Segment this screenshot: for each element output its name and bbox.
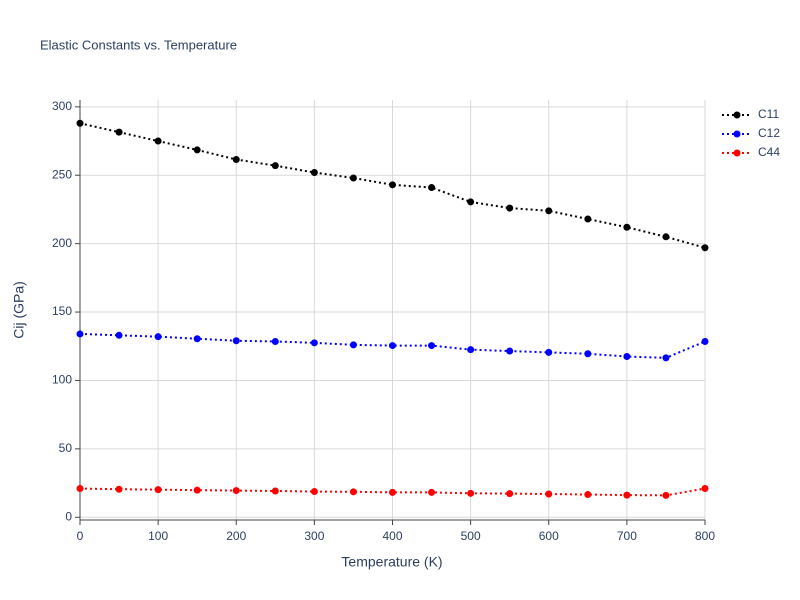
series-line <box>79 487 706 497</box>
marker <box>506 347 514 355</box>
marker <box>701 337 709 345</box>
marker <box>467 346 475 354</box>
marker <box>76 485 84 493</box>
y-tick-label: 50 <box>59 441 73 455</box>
x-tick-label: 300 <box>304 529 324 543</box>
legend-marker <box>733 149 741 157</box>
marker <box>701 244 709 252</box>
x-tick-label: 200 <box>226 529 246 543</box>
x-axis-title: Temperature (K) <box>341 554 442 570</box>
legend-label: C11 <box>758 107 779 121</box>
marker <box>623 491 631 499</box>
marker <box>271 487 279 495</box>
marker <box>115 331 123 339</box>
series-line <box>79 332 706 359</box>
marker <box>76 330 84 338</box>
marker <box>584 491 592 499</box>
y-tick-label: 150 <box>52 304 72 318</box>
marker <box>662 491 670 499</box>
marker <box>154 137 162 145</box>
marker <box>76 119 84 127</box>
y-tick-label: 300 <box>52 99 72 113</box>
legend-label: C44 <box>758 145 780 159</box>
x-tick-label: 500 <box>461 529 481 543</box>
marker <box>545 490 553 498</box>
marker <box>349 488 357 496</box>
marker <box>389 342 396 350</box>
marker <box>623 223 631 231</box>
marker <box>506 490 514 498</box>
x-tick-label: 100 <box>148 529 168 543</box>
marker <box>115 128 123 136</box>
y-tick-label: 250 <box>52 167 72 181</box>
marker <box>232 337 240 345</box>
marker <box>310 169 318 177</box>
legend-label: C12 <box>758 126 780 140</box>
legend-marker <box>733 130 741 138</box>
y-tick-label: 100 <box>52 373 72 387</box>
marker <box>701 485 709 493</box>
marker <box>154 333 162 341</box>
y-tick-label: 200 <box>52 236 72 250</box>
marker <box>271 337 279 345</box>
x-tick-label: 400 <box>382 529 402 543</box>
marker <box>467 489 475 497</box>
marker <box>193 146 201 154</box>
x-tick-label: 700 <box>617 529 637 543</box>
y-axis-title: Cij (GPa) <box>11 281 27 339</box>
marker <box>154 486 162 494</box>
marker <box>310 339 318 347</box>
marker <box>232 156 240 164</box>
chart-title: Elastic Constants vs. Temperature <box>40 37 237 52</box>
marker <box>662 233 670 241</box>
marker <box>193 335 201 343</box>
marker <box>349 174 357 182</box>
marker <box>662 354 670 362</box>
marker <box>349 341 357 349</box>
marker <box>584 215 592 223</box>
marker <box>428 184 436 192</box>
marker <box>545 348 553 356</box>
y-tick-label: 0 <box>65 509 72 523</box>
marker <box>428 342 436 350</box>
marker <box>193 486 201 494</box>
marker <box>545 207 553 215</box>
legend-marker <box>733 111 741 119</box>
marker <box>389 488 396 496</box>
marker <box>584 350 592 358</box>
x-tick-label: 800 <box>695 529 715 543</box>
series-line <box>79 122 706 249</box>
marker <box>232 487 240 495</box>
marker <box>506 204 514 212</box>
marker <box>271 162 279 170</box>
x-tick-label: 0 <box>77 529 84 543</box>
marker <box>467 198 475 206</box>
marker <box>389 181 396 189</box>
marker <box>623 353 631 361</box>
marker <box>310 488 318 496</box>
x-tick-label: 600 <box>539 529 559 543</box>
marker <box>115 485 123 493</box>
marker <box>428 488 436 496</box>
